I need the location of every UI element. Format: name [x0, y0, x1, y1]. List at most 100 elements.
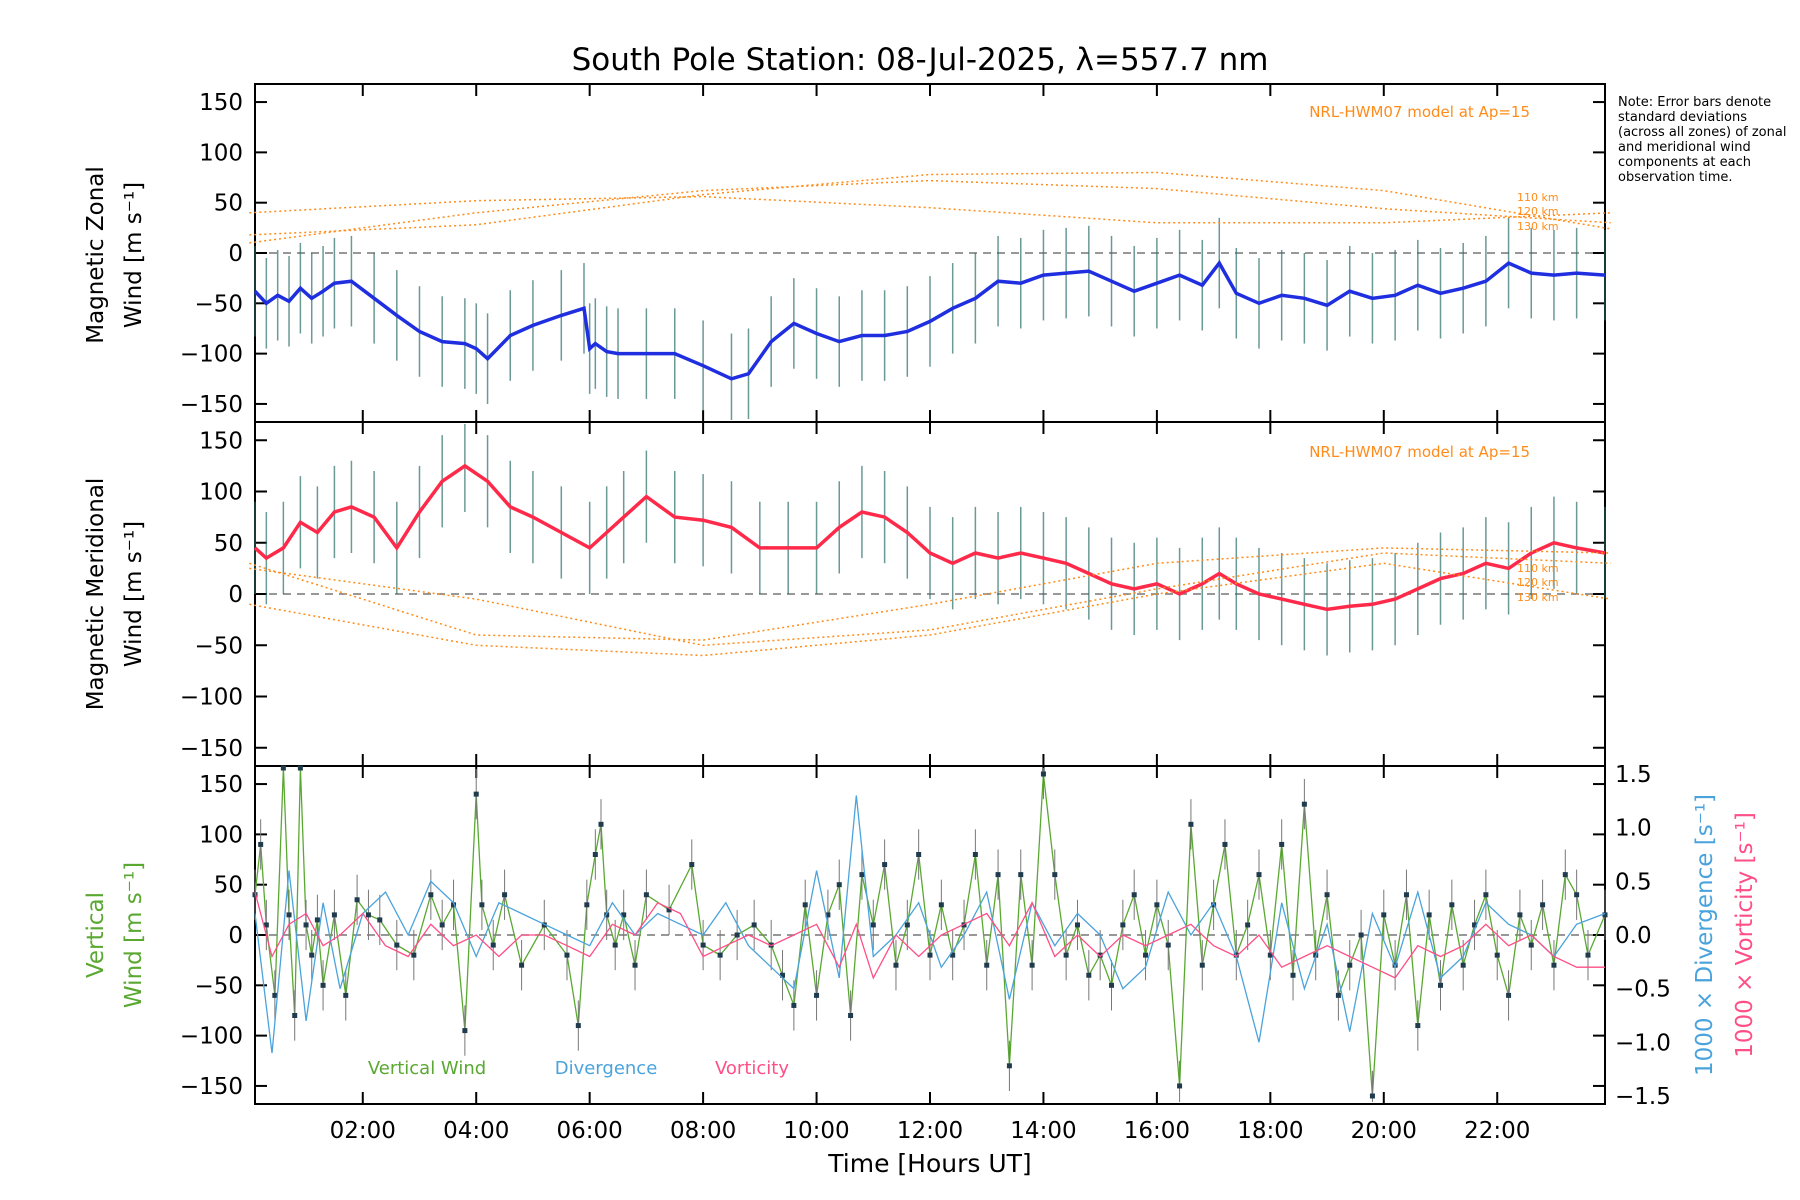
vertical-point: [1097, 952, 1103, 958]
vertical-point: [462, 1028, 468, 1034]
vertical-point: [1324, 892, 1330, 898]
meridional-alt-120: 120 km: [1517, 576, 1559, 589]
vorticity-axis-title: 1000 × Vorticity [s⁻¹]: [1732, 812, 1758, 1058]
vertical-point: [1347, 962, 1353, 968]
vertical-point: [1472, 922, 1478, 928]
vertical-point: [292, 1013, 298, 1018]
vertical-point: [1574, 892, 1580, 898]
vertical-point: [258, 841, 264, 847]
vertical-point: [479, 902, 485, 908]
meridional-series-magnetic-meridional-wind-m-s: [253, 463, 1606, 612]
vertical-point: [689, 862, 695, 868]
vertical-point: [1211, 902, 1217, 908]
meridional-alt-130: 130 km: [1517, 591, 1559, 604]
meridional-ytick-label: −50: [194, 633, 243, 659]
xtick-label: 22:00: [1464, 1118, 1530, 1144]
vertical-point: [564, 952, 570, 958]
vertical-point: [1358, 932, 1364, 938]
vertical-point: [1006, 1063, 1012, 1069]
vertical-point: [598, 821, 604, 827]
right-ytick-label: 1.5: [1615, 762, 1652, 788]
vertical-point: [1415, 1023, 1421, 1029]
vertical-point: [286, 912, 292, 918]
vertical-point: [1245, 922, 1251, 928]
xtick-label: 06:00: [557, 1118, 623, 1144]
meridional-ytick-label: −100: [180, 685, 243, 711]
zonal-alt-120: 120 km: [1517, 205, 1559, 218]
zonal-ytick-label: 100: [199, 140, 243, 166]
vertical-point: [1403, 892, 1409, 898]
vertical-ytick-label: 150: [199, 772, 243, 798]
zonal-ylabel-line2: Wind [m s⁻¹]: [121, 182, 147, 328]
zonal-alt-130: 130 km: [1517, 220, 1559, 233]
vertical-point: [1120, 922, 1126, 928]
zonal-ylabel: Magnetic Zonal Wind [m s⁻¹]: [83, 166, 147, 344]
vertical-point: [632, 962, 638, 968]
vertical-point: [734, 932, 740, 938]
vertical-point: [1165, 942, 1171, 948]
zonal-ylabel-line1: Magnetic Zonal: [83, 166, 109, 344]
vertical-point: [1528, 942, 1534, 948]
vertical-point: [1143, 952, 1149, 958]
meridional-series-nrl-hwm07-130-km: [249, 562, 1611, 657]
vertical-point: [1369, 1093, 1375, 1099]
xtick-label: 04:00: [443, 1118, 509, 1144]
zonal-ytick-label: −50: [194, 291, 243, 317]
vertical-point: [870, 922, 876, 928]
vertical-point: [1585, 952, 1591, 958]
legend-vorticity: Vorticity: [715, 1058, 789, 1079]
xtick-label: 08:00: [670, 1118, 736, 1144]
vertical-point: [1074, 922, 1080, 928]
vertical-point: [1506, 992, 1512, 998]
vertical-point: [502, 892, 508, 898]
meridional-ylabel: Magnetic Meridional Wind [m s⁻¹]: [83, 478, 147, 711]
meridional-ylabel-line1: Magnetic Meridional: [83, 478, 109, 711]
vertical-ytick-label: 100: [199, 822, 243, 848]
legend-divergence: Divergence: [555, 1058, 658, 1079]
vertical-point: [1540, 902, 1546, 908]
note-box: Note: Error bars denote standard deviati…: [1618, 95, 1787, 185]
vertical-point: [331, 912, 337, 918]
vertical-point: [1131, 892, 1137, 898]
zonal-series-nrl-hwm07-120-km: [249, 179, 1611, 244]
vertical-point: [592, 852, 598, 857]
vertical-point: [643, 892, 649, 898]
vertical-point: [1562, 872, 1568, 878]
vertical-point: [1040, 771, 1046, 777]
note-text: Note: Error bars denote standard deviati…: [1618, 95, 1787, 185]
vertical-point: [1438, 982, 1444, 988]
vertical-ytick-label: 50: [214, 873, 243, 899]
meridional-ytick-label: −150: [180, 736, 243, 762]
vertical-point: [859, 872, 865, 878]
vertical-point: [1018, 872, 1024, 878]
meridional-ytick-label: 150: [199, 428, 243, 454]
meridional-ylabel-line2: Wind [m s⁻¹]: [121, 521, 147, 667]
vertical-point: [439, 922, 445, 928]
vertical-point: [354, 897, 360, 903]
vertical-point: [621, 912, 627, 918]
vertical-point: [490, 942, 496, 948]
vertical-point: [1301, 801, 1307, 807]
vertical-series-1000-divergence-s: [254, 795, 1606, 1054]
vertical-ylabel-line2: Wind [m s⁻¹]: [121, 862, 147, 1008]
zonal-series-nrl-hwm07-130-km: [249, 171, 1611, 236]
vertical-point: [1517, 912, 1523, 918]
legend-vertical-wind: Vertical Wind: [368, 1058, 486, 1079]
zonal-alt-110: 110 km: [1517, 191, 1559, 204]
vertical-point: [1086, 972, 1092, 978]
vertical-point: [1154, 902, 1160, 908]
vertical-point: [825, 912, 831, 918]
vertical-point: [314, 917, 320, 923]
xtick-label: 14:00: [1010, 1118, 1076, 1144]
vertical-point: [927, 952, 933, 958]
vertical-point: [1551, 962, 1557, 968]
vertical-point: [1222, 841, 1228, 847]
vertical-point: [1188, 821, 1194, 827]
zonal-model-label: NRL-HWM07 model at Ap=15: [1309, 103, 1530, 121]
vertical-point: [802, 902, 808, 908]
vertical-ylabel-line1: Vertical: [83, 892, 109, 978]
xtick-label: 12:00: [897, 1118, 963, 1144]
vertical-point: [252, 892, 258, 898]
x-axis-label: Time [Hours UT]: [827, 1149, 1031, 1178]
